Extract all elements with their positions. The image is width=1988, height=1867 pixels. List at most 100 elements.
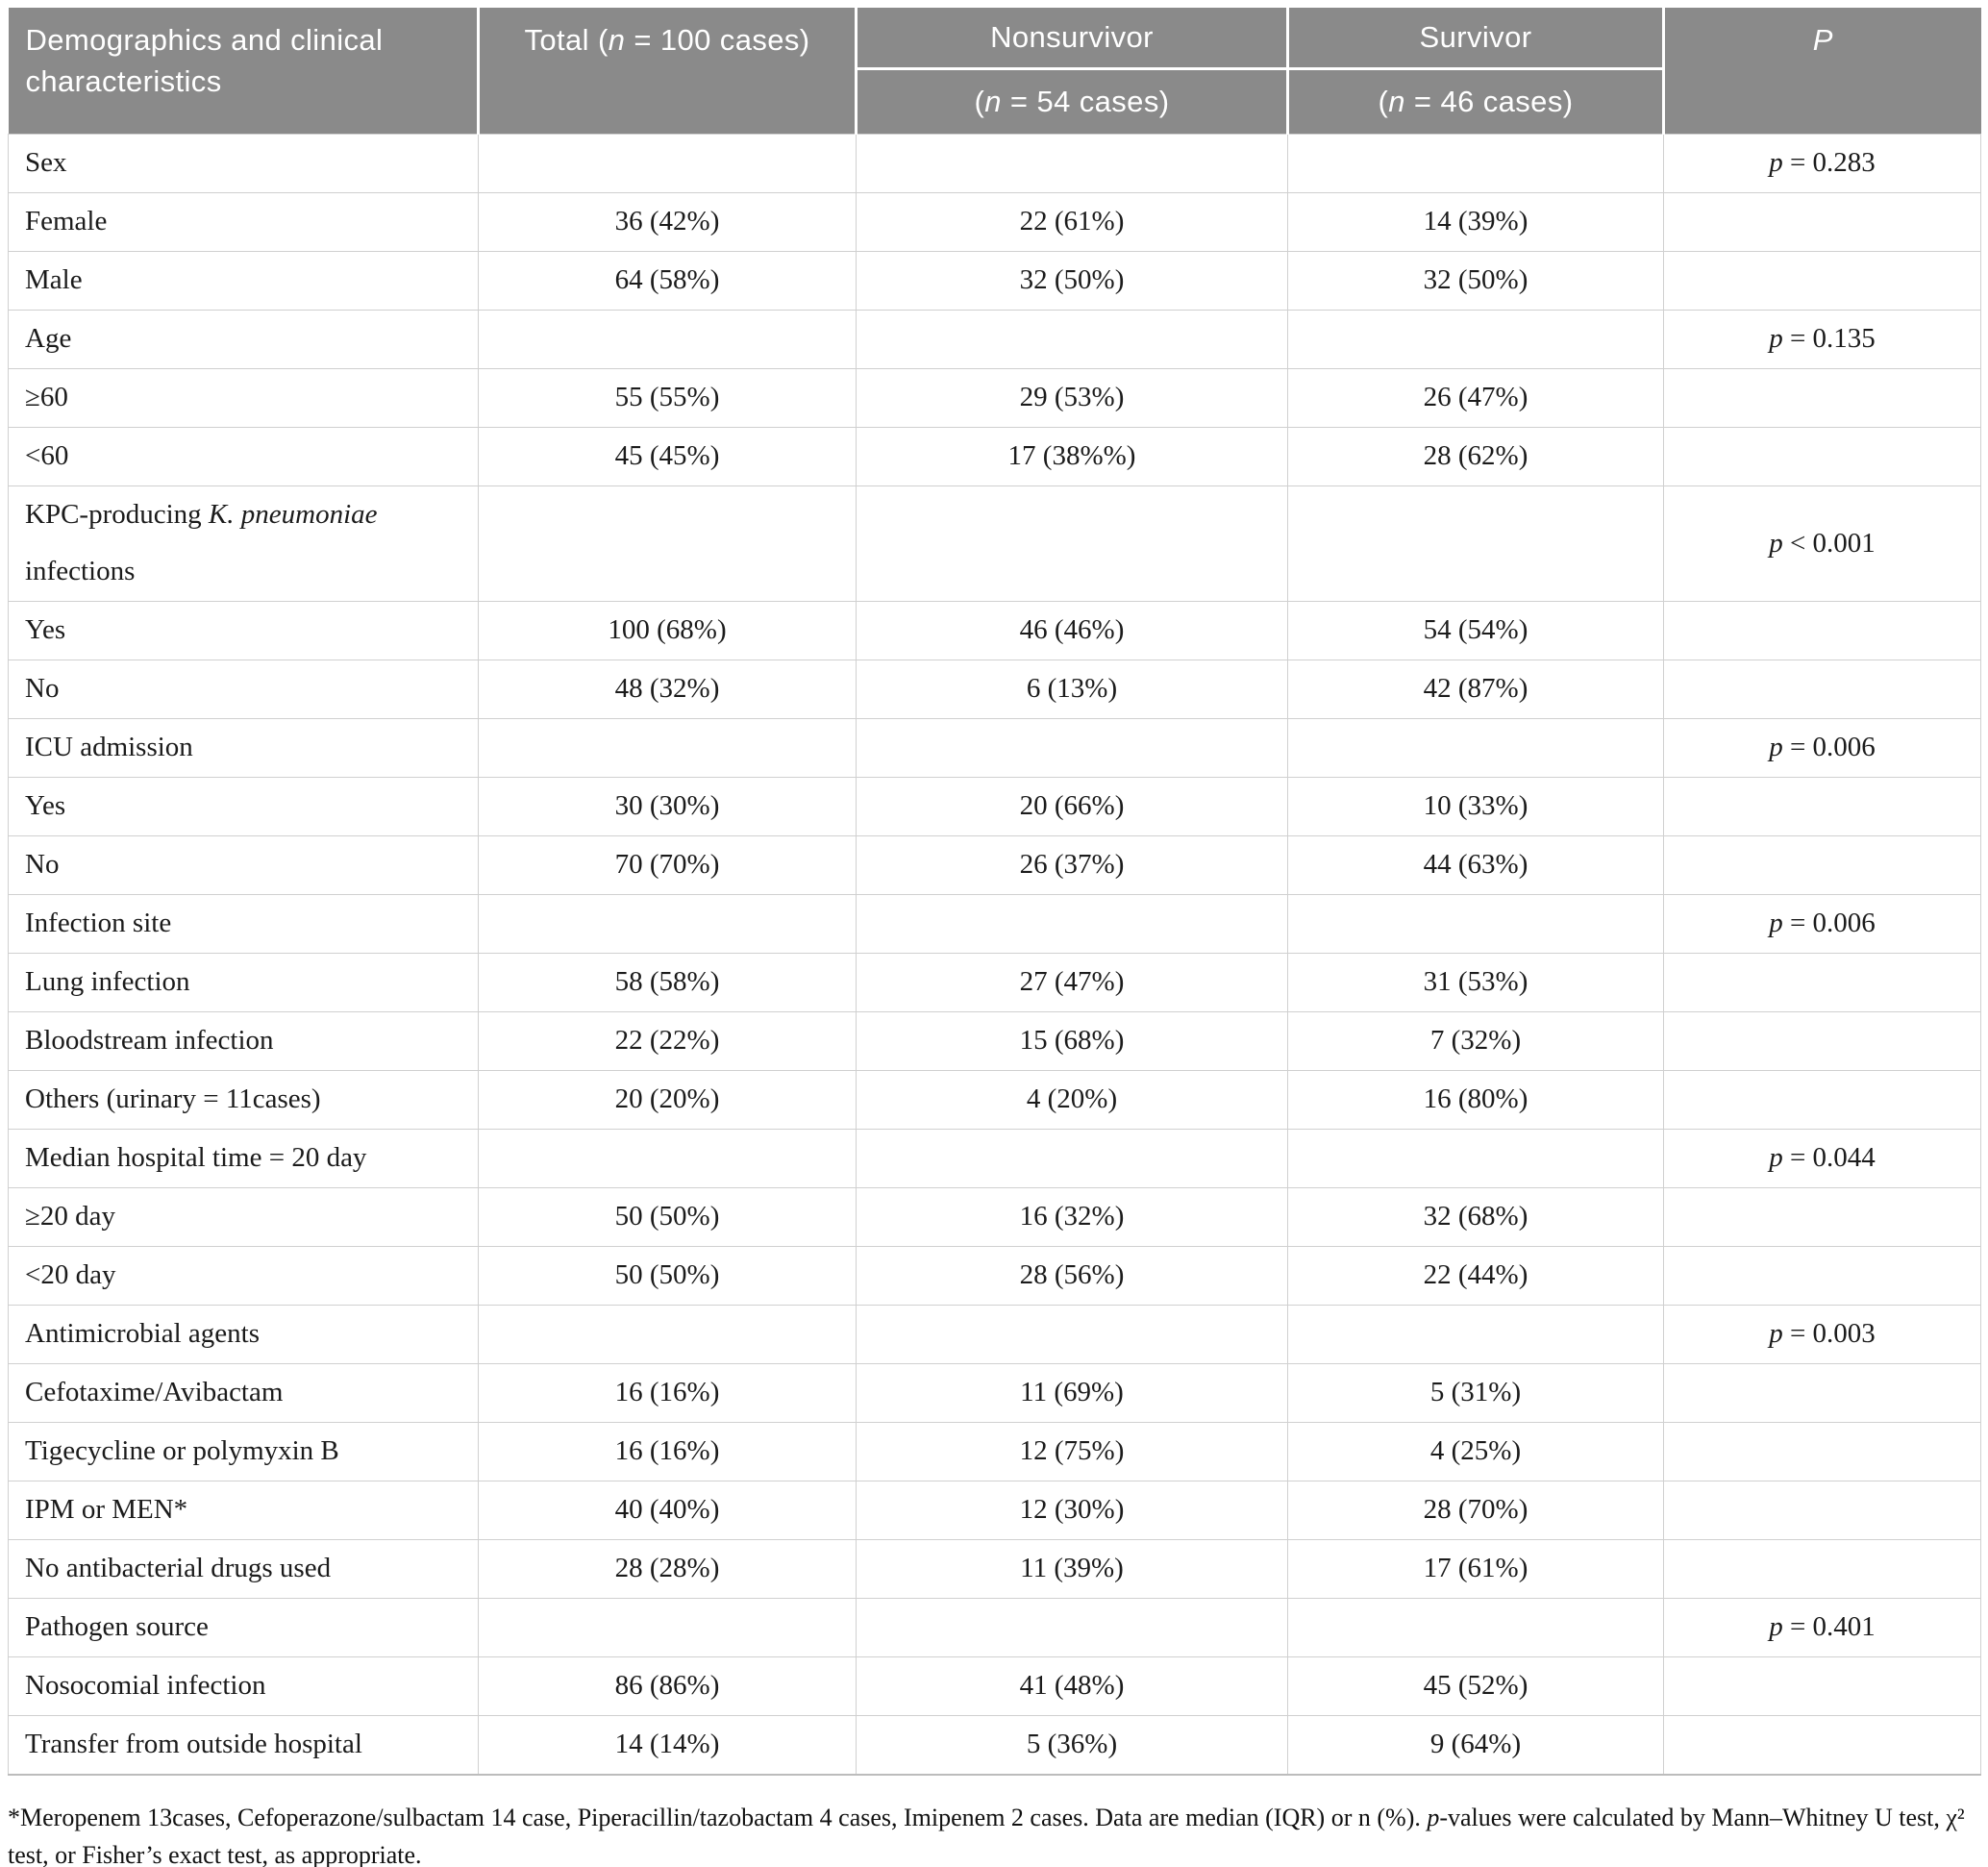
table-header: Demographics and clinical characteristic… — [8, 8, 1981, 135]
survivor-cell: 32 (68%) — [1287, 1186, 1664, 1247]
total-cell: 16 (16%) — [478, 1362, 857, 1423]
total-cell: 45 (45%) — [478, 427, 857, 486]
header-survivor-n: (n = 46 cases) — [1286, 67, 1664, 135]
table-row: Yes 30 (30%) 20 (66%) 10 (33%) — [8, 776, 1981, 836]
table-row: Median hospital time = 20 day p = 0.044 — [8, 1128, 1981, 1188]
p-value-cell — [1663, 952, 1981, 1012]
total-cell — [478, 717, 857, 778]
total-cell: 50 (50%) — [478, 1186, 857, 1247]
survivor-cell — [1287, 1597, 1664, 1657]
total-cell: 40 (40%) — [478, 1480, 857, 1540]
row-label-cell: Infection site — [8, 893, 479, 954]
table-row: <60 45 (45%) 17 (38%%) 28 (62%) — [8, 427, 1981, 486]
survivor-cell: 7 (32%) — [1287, 1010, 1664, 1071]
table-row: Pathogen source p = 0.401 — [8, 1597, 1981, 1657]
nonsurvivor-cell: 4 (20%) — [856, 1069, 1288, 1130]
total-cell: 36 (42%) — [478, 192, 857, 252]
nonsurvivor-cell: 16 (32%) — [856, 1186, 1288, 1247]
table-row: Lung infection 58 (58%) 27 (47%) 31 (53%) — [8, 952, 1981, 1012]
nonsurvivor-cell: 12 (75%) — [856, 1421, 1288, 1481]
nonsurvivor-cell: 32 (50%) — [856, 251, 1288, 311]
table-row: Age p = 0.135 — [8, 310, 1981, 369]
total-cell — [478, 893, 857, 954]
survivor-cell: 44 (63%) — [1287, 834, 1664, 895]
p-value-cell: p = 0.006 — [1663, 717, 1981, 778]
row-label-cell: No — [8, 834, 479, 895]
row-label-cell: ICU admission — [8, 717, 479, 778]
total-cell — [478, 1597, 857, 1657]
footnote: *Meropenem 13cases, Cefoperazone/sulbact… — [8, 1803, 1965, 1867]
row-label-cell: ≥60 — [8, 368, 479, 428]
table-row: Female 36 (42%) 22 (61%) 14 (39%) — [8, 192, 1981, 252]
p-value-cell — [1663, 1010, 1981, 1071]
demographics-table: Demographics and clinical characteristic… — [8, 8, 1981, 1776]
survivor-cell: 16 (80%) — [1287, 1069, 1664, 1130]
total-cell: 48 (32%) — [478, 659, 857, 719]
row-label-cell: KPC-producing K. pneumoniae infections — [8, 485, 479, 602]
nonsurvivor-cell: 11 (39%) — [856, 1538, 1288, 1599]
nonsurvivor-cell — [856, 893, 1288, 954]
survivor-cell — [1287, 717, 1664, 778]
nonsurvivor-cell — [856, 717, 1288, 778]
row-label-cell: Yes — [8, 600, 479, 660]
p-value-cell — [1663, 1421, 1981, 1481]
header-row-sub: (n = 54 cases) (n = 46 cases) — [9, 67, 1981, 135]
p-value-cell — [1663, 659, 1981, 719]
p-value-cell — [1663, 1069, 1981, 1130]
table-row: Tigecycline or polymyxin B 16 (16%) 12 (75… — [8, 1421, 1981, 1481]
p-value-cell — [1663, 1362, 1981, 1423]
nonsurvivor-cell: 5 (36%) — [856, 1714, 1288, 1776]
total-cell: 22 (22%) — [478, 1010, 857, 1071]
nonsurvivor-cell — [856, 310, 1288, 369]
nonsurvivor-cell: 46 (46%) — [856, 600, 1288, 660]
row-label-cell: ≥20 day — [8, 1186, 479, 1247]
table-row: No antibacterial drugs used 28 (28%) 11 (3… — [8, 1538, 1981, 1599]
p-value-cell — [1663, 192, 1981, 252]
table-row: ≥60 55 (55%) 29 (53%) 26 (47%) — [8, 368, 1981, 428]
total-cell — [478, 310, 857, 369]
survivor-cell: 26 (47%) — [1287, 368, 1664, 428]
survivor-cell: 28 (62%) — [1287, 427, 1664, 486]
row-label-cell: Lung infection — [8, 952, 479, 1012]
nonsurvivor-cell: 27 (47%) — [856, 952, 1288, 1012]
nonsurvivor-cell: 11 (69%) — [856, 1362, 1288, 1423]
row-label-cell: Pathogen source — [8, 1597, 479, 1657]
row-label-cell: Sex — [8, 134, 479, 193]
header-nonsurvivor: Nonsurvivor — [855, 8, 1288, 69]
row-label-cell: <20 day — [8, 1245, 479, 1306]
p-value-cell — [1663, 834, 1981, 895]
survivor-cell: 10 (33%) — [1287, 776, 1664, 836]
table-row: <20 day 50 (50%) 28 (56%) 22 (44%) — [8, 1245, 1981, 1306]
survivor-cell: 9 (64%) — [1287, 1714, 1664, 1776]
survivor-cell: 14 (39%) — [1287, 192, 1664, 252]
total-cell: 16 (16%) — [478, 1421, 857, 1481]
survivor-cell: 42 (87%) — [1287, 659, 1664, 719]
row-label-cell: Others (urinary = 11cases) — [8, 1069, 479, 1130]
survivor-cell: 54 (54%) — [1287, 600, 1664, 660]
p-value-cell: p = 0.044 — [1663, 1128, 1981, 1188]
total-cell: 58 (58%) — [478, 952, 857, 1012]
total-cell: 20 (20%) — [478, 1069, 857, 1130]
p-value-cell: p = 0.401 — [1663, 1597, 1981, 1657]
p-value-cell: p = 0.283 — [1663, 134, 1981, 193]
row-label-cell: IPM or MEN* — [8, 1480, 479, 1540]
total-cell: 28 (28%) — [478, 1538, 857, 1599]
survivor-cell: 5 (31%) — [1287, 1362, 1664, 1423]
row-label-cell: Median hospital time = 20 day — [8, 1128, 479, 1188]
table-row: No 70 (70%) 26 (37%) 44 (63%) — [8, 834, 1981, 895]
survivor-cell — [1287, 310, 1664, 369]
p-value-cell — [1663, 1655, 1981, 1716]
nonsurvivor-cell: 29 (53%) — [856, 368, 1288, 428]
total-cell — [478, 134, 857, 193]
row-label-cell: Female — [8, 192, 479, 252]
nonsurvivor-cell: 15 (68%) — [856, 1010, 1288, 1071]
p-value-cell — [1663, 776, 1981, 836]
nonsurvivor-cell: 6 (13%) — [856, 659, 1288, 719]
table-row: Infection site p = 0.006 — [8, 893, 1981, 954]
nonsurvivor-cell — [856, 1304, 1288, 1364]
total-cell — [478, 485, 857, 602]
nonsurvivor-cell: 17 (38%%) — [856, 427, 1288, 486]
table-row: KPC-producing K. pneumoniae infections p … — [8, 485, 1981, 602]
p-value-cell: p = 0.006 — [1663, 893, 1981, 954]
